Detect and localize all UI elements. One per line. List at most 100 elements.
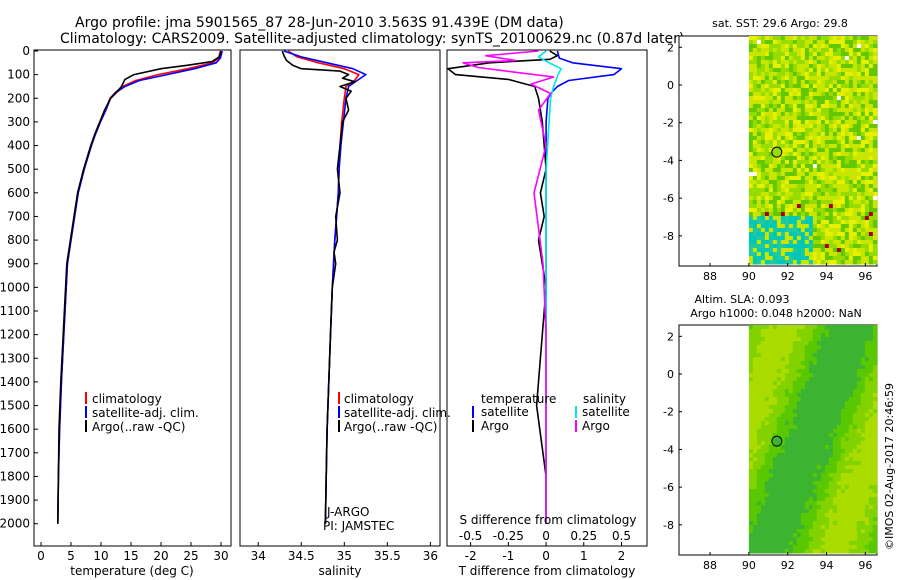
map-cell (868, 100, 874, 105)
map-cell (796, 461, 802, 466)
map-cell (772, 244, 778, 249)
map-cell (760, 417, 766, 422)
map-cell (756, 232, 762, 237)
map-cell (784, 341, 790, 346)
map-cell (840, 80, 846, 85)
map-cell (872, 525, 878, 530)
map-cell (772, 341, 778, 346)
map-cell (828, 497, 834, 502)
map-cell (812, 248, 818, 253)
map-cell (820, 329, 826, 334)
map-cell (840, 136, 846, 141)
map-cell (772, 365, 778, 370)
map-cell (800, 244, 806, 249)
map-cell (828, 44, 834, 49)
map-cell (792, 393, 798, 398)
map-cell (852, 204, 858, 209)
map-cell (772, 240, 778, 245)
map-cell (792, 365, 798, 370)
map-cell (800, 44, 806, 49)
map-cell (820, 393, 826, 398)
map-cell (752, 417, 758, 422)
map-cell (756, 184, 762, 189)
map-cell (760, 208, 766, 213)
map-cell (820, 104, 826, 109)
map-cell (808, 357, 814, 362)
map-cell (784, 373, 790, 378)
map-cell (844, 469, 850, 474)
map-cell (868, 453, 874, 458)
map-cell (756, 357, 762, 362)
map-cell (784, 417, 790, 422)
map-cell (820, 453, 826, 458)
map-cell (816, 160, 822, 165)
map-cell (760, 132, 766, 137)
map-cell (864, 252, 870, 257)
depth-tick-label: 500 (7, 162, 30, 176)
map-cell (848, 381, 854, 386)
map-cell (856, 88, 862, 93)
map-cell (816, 248, 822, 253)
map-cell (828, 421, 834, 426)
map-cell (856, 433, 862, 438)
map-cell (860, 509, 866, 514)
map-cell (808, 437, 814, 442)
map-cell (804, 377, 810, 382)
map-cell (804, 453, 810, 458)
map-cell (852, 200, 858, 205)
map-cell (772, 417, 778, 422)
x-tick-label: 10 (93, 549, 108, 563)
map-cell (780, 80, 786, 85)
map-cell (800, 92, 806, 97)
map-cell (764, 256, 770, 261)
map-cell (768, 164, 774, 169)
map-cell (748, 425, 754, 430)
map-cell (764, 192, 770, 197)
map-cell (868, 437, 874, 442)
map-cell (852, 48, 858, 53)
map-cell (804, 329, 810, 334)
map-cell (864, 124, 870, 129)
map-cell (748, 76, 754, 81)
map-cell (760, 393, 766, 398)
map-cell (784, 252, 790, 257)
map-cell (796, 120, 802, 125)
map-cell (860, 429, 866, 434)
map-cell (780, 469, 786, 474)
map-cell (868, 345, 874, 350)
map-cell (796, 469, 802, 474)
map-cell (868, 128, 874, 133)
map-cell (784, 385, 790, 390)
map-cell (844, 341, 850, 346)
map-cell (856, 429, 862, 434)
map-cell (808, 92, 814, 97)
map-cell (840, 132, 846, 137)
map-cell (820, 413, 826, 418)
map-cell (868, 208, 874, 213)
map-cell (768, 244, 774, 249)
map-cell (768, 501, 774, 506)
map-cell (788, 405, 794, 410)
map-cell (828, 48, 834, 53)
salinity-annotation-jargo: J-ARGO (326, 505, 369, 519)
map-cell (756, 417, 762, 422)
map-cell (768, 64, 774, 69)
map-cell (768, 505, 774, 510)
map-cell (756, 433, 762, 438)
map-cell (848, 429, 854, 434)
map-cell (764, 236, 770, 241)
map-cell (836, 92, 842, 97)
map-cell (812, 84, 818, 89)
map-cell (756, 369, 762, 374)
map-cell (872, 377, 878, 382)
map-cell (852, 40, 858, 45)
map-cell (824, 409, 830, 414)
map-cell (852, 417, 858, 422)
map-cell (848, 200, 854, 205)
map-cell (824, 148, 830, 153)
difference-xlabel-top: S difference from climatology (460, 513, 637, 527)
map-cell (860, 160, 866, 165)
map-cell (864, 385, 870, 390)
map-cell (832, 184, 838, 189)
map-cell (836, 196, 842, 201)
